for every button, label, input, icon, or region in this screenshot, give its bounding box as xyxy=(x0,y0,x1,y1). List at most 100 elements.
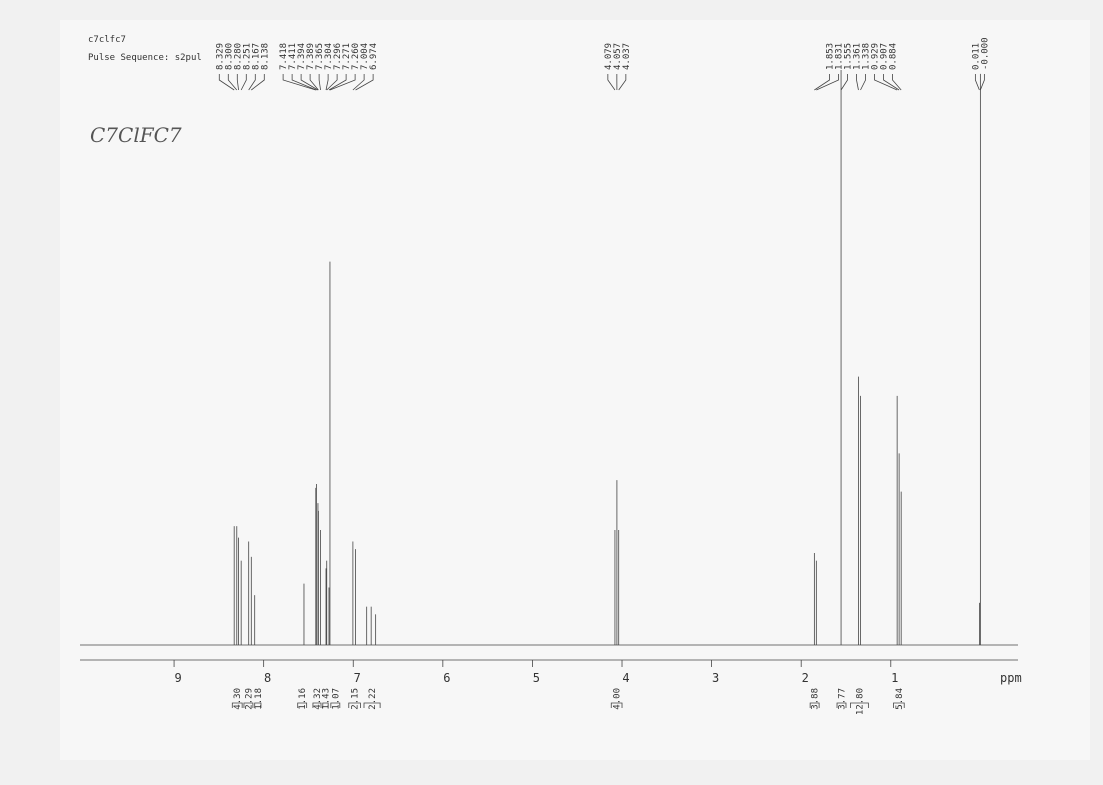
peak-label-leader xyxy=(309,74,319,91)
peak-label: 4.079 xyxy=(604,43,614,70)
peak-label: 8.251 xyxy=(242,43,252,70)
peak-label: 4.037 xyxy=(622,43,632,70)
peak-label-leader xyxy=(352,74,365,91)
integral-label: 2.22 xyxy=(368,688,378,710)
x-tick-label: 2 xyxy=(802,671,809,685)
peak-label-leader xyxy=(618,74,627,91)
peak-label: 4.057 xyxy=(613,43,623,70)
peak-label: 7.260 xyxy=(351,43,361,70)
handwritten-note: C7ClFC7 xyxy=(90,123,182,147)
peak-label: 0.011 xyxy=(971,43,981,70)
peak-label: 7.304 xyxy=(324,43,334,70)
peak-label-leader xyxy=(840,74,848,91)
integral-bracket xyxy=(610,702,623,708)
integral-bracket xyxy=(809,702,820,708)
peak-label: 7.389 xyxy=(306,43,316,70)
peak-label: 8.329 xyxy=(215,43,225,70)
integral-label: 2.29 xyxy=(244,688,254,710)
scan-area xyxy=(60,20,1090,760)
sample-name: c7clfc7 xyxy=(88,35,126,45)
integral-label: 2.15 xyxy=(351,688,361,710)
peak-label: 7.296 xyxy=(333,43,343,70)
integral-label: 4.32 xyxy=(313,688,323,710)
peak-label: 0.929 xyxy=(871,43,881,70)
integral-label: 3.88 xyxy=(811,688,821,710)
peak-label-leader xyxy=(251,74,265,91)
peak-label-leader xyxy=(328,74,347,91)
x-tick-label: 7 xyxy=(354,671,361,685)
integral-bracket xyxy=(231,702,243,708)
peak-label: 8.300 xyxy=(224,43,234,70)
peak-label: 0.884 xyxy=(889,43,899,70)
peak-label-leader xyxy=(355,74,374,91)
x-tick-label: 4 xyxy=(622,671,629,685)
peak-label-leader xyxy=(300,74,319,91)
integral-bracket xyxy=(348,702,361,708)
peak-label-leader xyxy=(814,74,830,91)
peak-label: 7.411 xyxy=(288,43,298,70)
peak-label: 6.974 xyxy=(369,43,379,70)
integral-bracket xyxy=(312,702,322,708)
integral-label: 4.30 xyxy=(233,688,243,710)
peak-label-leader xyxy=(607,74,616,91)
integral-bracket xyxy=(330,702,341,708)
integral-label: 5.84 xyxy=(895,688,905,710)
peak-label: 7.271 xyxy=(342,43,352,70)
integral-label: 4.00 xyxy=(613,688,623,710)
peak-label-leader xyxy=(980,74,985,91)
pulse-sequence: Pulse Sequence: s2pul xyxy=(88,53,202,63)
peak-label: 1.555 xyxy=(844,43,854,70)
peak-label-leader xyxy=(329,74,356,91)
integral-bracket xyxy=(322,702,329,708)
peak-label-leader xyxy=(856,74,859,91)
peak-label-leader xyxy=(218,74,235,91)
peak-label-leader xyxy=(874,74,898,91)
peak-label-leader xyxy=(240,74,247,91)
peak-label-leader xyxy=(860,74,866,91)
peak-label-leader xyxy=(236,74,239,91)
integral-label: 1.16 xyxy=(298,688,308,710)
peak-label: 1.361 xyxy=(853,43,863,70)
peak-label-leader xyxy=(282,74,316,91)
peak-label: -0.000 xyxy=(980,37,990,70)
integral-label: 1.07 xyxy=(331,688,341,710)
integral-bracket xyxy=(893,702,905,708)
x-tick-label: 1 xyxy=(891,671,898,685)
peak-label: 8.167 xyxy=(251,43,261,70)
peak-label-leader xyxy=(291,74,317,91)
x-tick-label: 5 xyxy=(533,671,540,685)
peak-label-leader xyxy=(318,74,321,91)
integral-bracket xyxy=(254,702,262,708)
peak-label: 7.418 xyxy=(279,43,289,70)
peak-label: 8.138 xyxy=(260,43,270,70)
x-tick-label: 6 xyxy=(443,671,450,685)
peak-label-leader xyxy=(227,74,238,91)
peak-label-leader xyxy=(974,74,980,91)
x-tick-label: 3 xyxy=(712,671,719,685)
peak-label: 0.907 xyxy=(880,43,890,70)
peak-label: 1.831 xyxy=(835,43,845,70)
integral-bracket xyxy=(850,702,869,708)
peak-label: 7.394 xyxy=(297,43,307,70)
peak-label-leader xyxy=(883,74,900,91)
peak-label-leader xyxy=(326,74,338,91)
peak-label-leader xyxy=(248,74,256,91)
integral-bracket xyxy=(243,702,254,708)
peak-label-leader xyxy=(325,74,329,91)
integral-label: 1.43 xyxy=(321,688,331,710)
x-tick-label: 8 xyxy=(264,671,271,685)
peak-label: 7.004 xyxy=(360,43,370,70)
peak-label: 1.853 xyxy=(826,43,836,70)
integral-bracket xyxy=(836,702,847,708)
x-tick-label: 9 xyxy=(174,671,181,685)
peak-label-leader xyxy=(892,74,902,91)
peak-label: 8.280 xyxy=(233,43,243,70)
integral-bracket xyxy=(363,702,381,708)
integral-label: 1.18 xyxy=(254,688,264,710)
integral-label: 12.80 xyxy=(855,688,865,715)
peak-label: 7.365 xyxy=(315,43,325,70)
peak-label-leader xyxy=(816,74,839,91)
peak-label: 1.338 xyxy=(862,43,872,70)
integral-label: 3.77 xyxy=(838,688,848,710)
